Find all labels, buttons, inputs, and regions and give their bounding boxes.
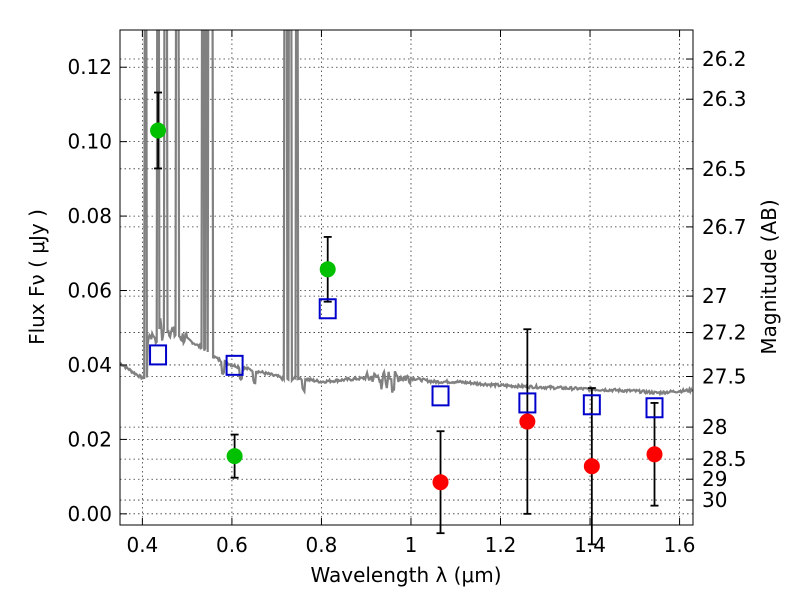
data-point-0-2 [319, 261, 336, 278]
x-tick-label: 1.2 [485, 533, 517, 557]
y-tick-label: 0.08 [67, 204, 112, 228]
model-point-3 [431, 385, 450, 407]
x-tick-label: 1.4 [574, 533, 606, 557]
model-point-4 [518, 392, 537, 414]
mag-tick-label: 27.5 [702, 365, 747, 389]
x-tick-label: 0.6 [216, 533, 248, 557]
x-tick-label: 0.8 [306, 533, 338, 557]
plot-frame [119, 29, 694, 526]
y-tick-label: 0.02 [67, 427, 112, 451]
data-point-1-2 [583, 458, 600, 475]
y-axis-ticks: 0.00 0.02 0.04 0.06 0.08 0.10 0.12 [67, 55, 127, 526]
mag-tick-label: 27 [702, 284, 727, 308]
model-point-0 [149, 344, 168, 366]
model-spectrum [120, 30, 693, 397]
x-axis-title: Wavelength λ (μm) [310, 563, 501, 587]
model-point-5 [582, 394, 601, 416]
data-point-1-1 [519, 413, 536, 430]
data-point-1-3 [646, 446, 663, 463]
y-tick-label: 0.10 [67, 130, 112, 154]
data-point-0-0 [150, 122, 167, 139]
y-tick-label: 0.06 [67, 279, 112, 303]
right-axis-title: Magnitude (AB) [757, 199, 781, 354]
data-markers [149, 122, 664, 491]
error-bars [154, 91, 659, 546]
x-axis-ticks: 0.4 0.6 0.8 1 1.2 1.4 1.6 [126, 30, 695, 557]
y-tick-label: 0.12 [67, 55, 112, 79]
y-tick-label: 0.04 [67, 353, 112, 377]
mag-tick-label: 26.3 [702, 87, 747, 111]
model-point-6 [645, 397, 664, 419]
x-tick-label: 0.4 [126, 533, 158, 557]
x-tick-label: 1 [405, 533, 418, 557]
mag-tick-label: 27.2 [702, 321, 747, 345]
y-tick-label: 0.00 [67, 502, 112, 526]
mag-tick-label: 30 [702, 488, 727, 512]
data-point-0-1 [226, 448, 243, 465]
mag-tick-label: 28.5 [702, 447, 747, 471]
x-tick-label: 1.6 [664, 533, 696, 557]
model-point-2 [318, 298, 337, 320]
data-point-1-0 [432, 474, 449, 491]
y-axis-title: Flux Fν ( μJy ) [25, 209, 49, 345]
model-point-1 [225, 354, 244, 376]
grid [120, 30, 693, 525]
model-spectrum-line [120, 30, 693, 397]
mag-tick-label: 26.2 [702, 47, 747, 71]
mag-tick-label: 26.7 [702, 215, 747, 239]
mag-tick-label: 26.5 [702, 157, 747, 181]
mag-tick-label: 29 [702, 467, 727, 491]
mag-tick-label: 28 [702, 415, 727, 439]
